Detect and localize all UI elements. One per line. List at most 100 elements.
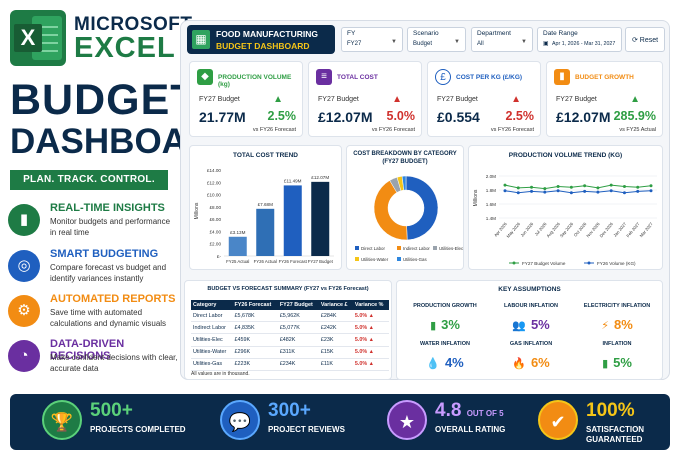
y-tick-label: £4.00 [210, 229, 222, 234]
assumption-title: INFLATION [602, 341, 632, 347]
bar-data-label: £11.49M [284, 178, 302, 183]
filter-department[interactable]: Department All ▼ [471, 27, 533, 52]
brand-line2: EXCEL [74, 32, 176, 64]
legend-label: Indirect Labor [403, 246, 430, 251]
table-cell: £5,077K [277, 321, 319, 335]
y-tick-label: £2.00 [210, 242, 222, 247]
assumption-value: 🔥 6% [491, 355, 571, 370]
assumption-title: LABOUR INFLATION [504, 303, 558, 309]
y-tick-label: 1.6M [486, 202, 496, 207]
table-icon: ▦ [192, 30, 210, 49]
series-line [504, 184, 652, 190]
series-line [504, 190, 652, 194]
data-point [503, 189, 507, 193]
x-tick-label: FY27 Budget [308, 259, 334, 264]
data-point [530, 185, 534, 189]
cost-breakdown-panel: COST BREAKDOWN BY CATEGORY (FY27 BUDGET)… [346, 145, 464, 270]
table-cell: £284K [318, 310, 353, 323]
data-point [556, 189, 560, 193]
pie-slice [401, 175, 407, 191]
assumption-1: LABOUR INFLATION 👥 5% [491, 301, 571, 341]
bar [311, 181, 330, 256]
assumptions-title: KEY ASSUMPTIONS [498, 286, 561, 293]
table-cell: 5.0% ▲ [352, 358, 389, 371]
table-cell: Indirect Labor [191, 321, 233, 335]
filter-scenario[interactable]: Scenario Budget ▼ [407, 27, 466, 52]
trophy-icon: 🏆 [42, 400, 82, 440]
data-point [596, 190, 600, 194]
legend-swatch [433, 246, 437, 250]
table-cell: Utilities-Gas [191, 358, 233, 371]
filter-fy[interactable]: FY FY27 ▼ [341, 27, 403, 52]
kpi-card-cost-per-kg: £ COST PER KG (£/KG) FY27 Budget ▲ £0.55… [427, 61, 541, 137]
filter-date-range[interactable]: Date Range Apr 1, 2026 - Mar 31, 2027 ▣ [537, 27, 622, 52]
legend-label: FY27 Budget Volume [522, 261, 566, 266]
arrow-up-icon: ▲ [273, 94, 283, 105]
target-icon: ◎ [8, 250, 40, 282]
x-tick-label: FY25 Actual [226, 259, 249, 264]
legend-swatch [355, 257, 359, 261]
star-icon: ★ [387, 400, 427, 440]
feature-data-driven: ◔ DATA-DRIVEN DECISIONS Make confident d… [8, 338, 178, 378]
cost-breakdown-title: COST BREAKDOWN BY CATEGORY [353, 151, 457, 157]
lightning-icon: ⚡ [601, 320, 609, 332]
bar-chart-icon: ▮ [602, 358, 609, 370]
table-cell: £242K [318, 321, 353, 335]
y-tick-label: £10.00 [207, 193, 221, 198]
table-cell: 5.0% ▲ [352, 333, 389, 347]
y-tick-label: £- [217, 254, 222, 259]
chevron-down-icon: ▼ [454, 39, 460, 45]
bar-data-label: £12.07M [311, 175, 329, 180]
cost-trend-title: TOTAL COST TREND [233, 152, 298, 159]
assumption-3: WATER INFLATION 💧 4% [405, 339, 485, 379]
pie-slice [405, 175, 439, 241]
data-point [583, 189, 587, 193]
chevron-down-icon: ▼ [391, 39, 397, 45]
table-cell: £296K [232, 346, 278, 359]
arrow-up-icon: ▲ [392, 94, 402, 105]
arrow-up-icon: ▲ [630, 94, 640, 105]
table-cell: £234K [277, 358, 319, 371]
data-point [622, 185, 626, 188]
cost-trend-chart: Millions £14.00 £12.00 £10.00 £8.00 £6.00 £4.0… [194, 168, 334, 264]
stat-projects: 🏆 500+ PROJECTS COMPLETED [42, 400, 192, 444]
assumption-title: PRODUCTION GROWTH [413, 303, 477, 309]
chat-icon: 💬 [220, 400, 260, 440]
summary-panel: BUDGET VS FORECAST SUMMARY (FY27 vs FY26… [184, 280, 392, 380]
feature-real-time: ▮ REAL-TIME INSIGHTS Monitor budgets and… [8, 202, 178, 242]
table-cell: £5,962K [277, 310, 319, 323]
table-cell: £459K [232, 333, 278, 347]
legend-swatch [397, 257, 401, 261]
hero-title-1: BUDGET [10, 76, 198, 124]
table-cell: £311K [277, 346, 319, 359]
legend-marker [587, 261, 591, 265]
table-cell: £23K [318, 333, 353, 347]
col-fy26: FY26 Forecast [232, 300, 278, 310]
legend-swatch [355, 246, 359, 250]
table-row: Utilities-Gas £223K £234K £11K 5.0% ▲ [191, 358, 389, 371]
summary-note: All values are in thousand. [191, 371, 250, 377]
growth-bars-icon: ▮ [430, 320, 437, 332]
bar [256, 208, 275, 256]
table-cell: 5.0% ▲ [352, 310, 389, 323]
table-cell: 5.0% ▲ [352, 321, 389, 335]
y-axis-label: Millions [194, 202, 200, 219]
legend-label: Utilities-Gas [403, 257, 427, 262]
col-var: Variance £ [318, 300, 353, 310]
y-tick-label: £8.00 [210, 205, 222, 210]
data-point [609, 183, 613, 187]
table-row: Indirect Labor £4,835K £5,077K £242K 5.0% ▲ [191, 321, 389, 335]
data-point [569, 191, 573, 195]
feature-smart-budgeting: ◎ SMART BUDGETING Compare forecast vs bu… [8, 248, 178, 288]
kpi-card-total-cost: ≡ TOTAL COST FY27 Budget ▲ £12.07M 5.0% … [308, 61, 422, 137]
assumption-value-text: 3% [441, 317, 460, 332]
assumption-2: ELECTRICITY INFLATION ⚡ 8% [577, 301, 657, 341]
y-tick-label: 1.8M [486, 188, 496, 193]
x-tick-label: Jun 2026 [519, 221, 534, 238]
legend-label: Utilities-Water [361, 257, 389, 262]
assumption-value: ▮ 5% [577, 355, 657, 370]
data-point [622, 191, 626, 195]
bar-chart-icon: ▮ [8, 204, 40, 236]
reset-button[interactable]: ⟳ Reset [625, 27, 665, 52]
